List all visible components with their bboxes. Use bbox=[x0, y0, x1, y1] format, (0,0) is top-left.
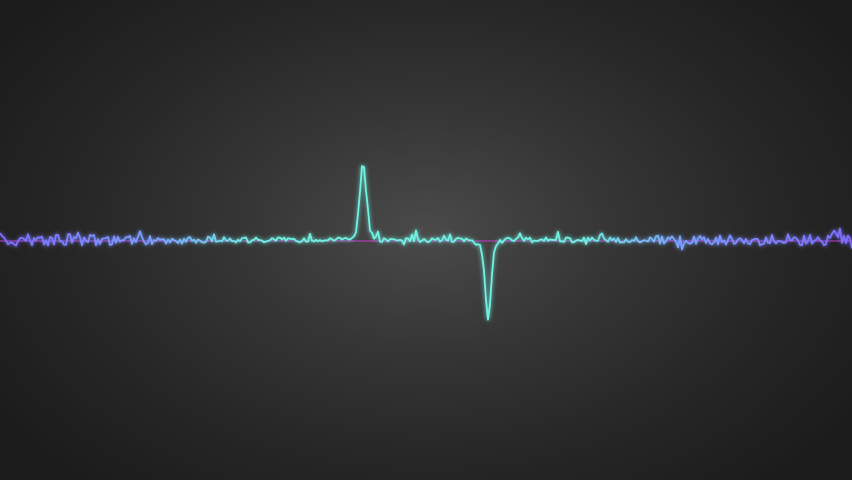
waveform-line bbox=[0, 165, 852, 321]
